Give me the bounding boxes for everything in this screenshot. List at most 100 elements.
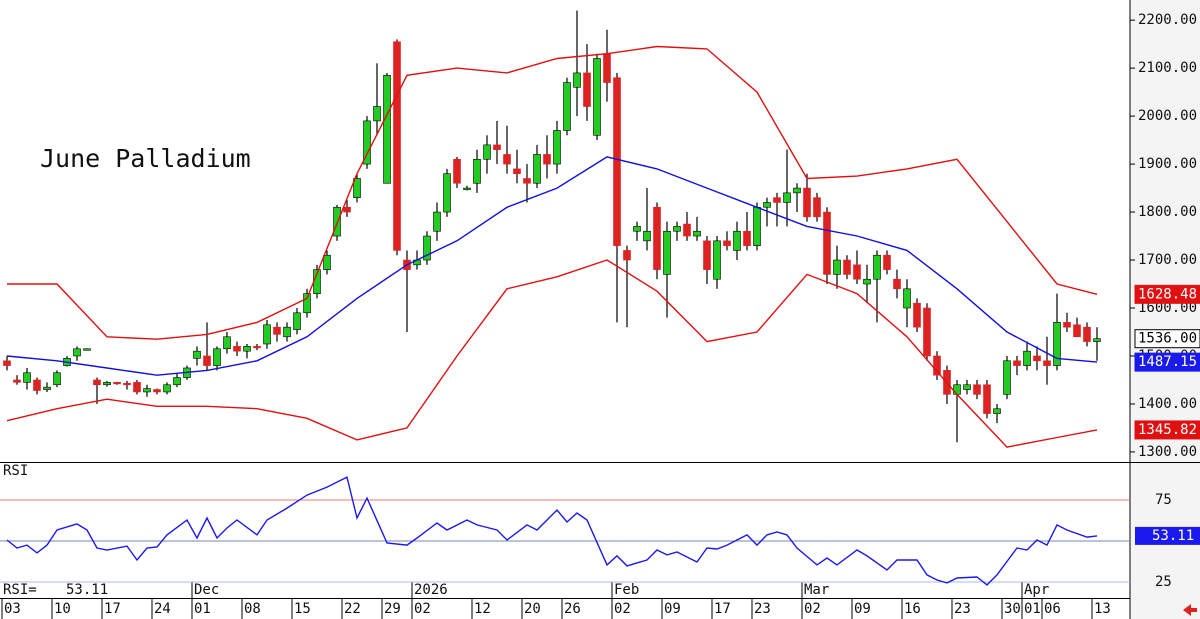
candle-body xyxy=(303,293,311,314)
candle-body xyxy=(623,250,631,261)
axis-panel xyxy=(1130,0,1200,619)
candle-body xyxy=(903,288,911,309)
x-tick-label: 29 xyxy=(384,601,401,617)
x-tick-label: 06 xyxy=(1044,601,1061,617)
candle-body xyxy=(753,206,761,246)
candle-body xyxy=(783,192,791,203)
candle-body xyxy=(953,384,961,395)
candle-body xyxy=(33,379,41,391)
candle-body xyxy=(223,336,231,350)
candle-body xyxy=(1043,360,1051,366)
scroll-arrow[interactable] xyxy=(1183,604,1197,616)
band-line xyxy=(6,259,1098,448)
candle-body xyxy=(963,384,971,390)
candle-body xyxy=(513,168,521,174)
y-tick-label: 1300.00 xyxy=(1138,444,1197,460)
candle-body xyxy=(573,72,581,88)
candle-body xyxy=(603,53,611,83)
candle-body xyxy=(853,264,861,280)
candle-body xyxy=(913,302,921,328)
candle-body xyxy=(473,158,481,184)
rsi-value-label: 53.11 xyxy=(1152,528,1194,544)
candle-body xyxy=(923,307,931,357)
x-tick-label: 09 xyxy=(664,601,681,617)
month-label: Apr xyxy=(1024,582,1049,598)
candle-body xyxy=(293,312,301,330)
candle-body xyxy=(333,206,341,237)
candle-body xyxy=(13,379,21,383)
candle-body xyxy=(633,226,641,232)
candle-body xyxy=(243,346,251,352)
rsi-tick-label: 75 xyxy=(1155,492,1172,508)
candle-body xyxy=(773,197,781,203)
candle-body xyxy=(893,278,901,290)
candle-body xyxy=(683,223,691,237)
candle-body xyxy=(803,187,811,218)
candle-body xyxy=(193,350,201,359)
candle-body xyxy=(253,346,261,349)
x-tick-label: 03 xyxy=(4,601,21,617)
candle-body xyxy=(113,382,121,385)
candle-body xyxy=(1093,338,1101,342)
rsi-readout-value: 53.11 xyxy=(66,582,108,598)
candle-body xyxy=(643,230,651,242)
y-tick-label: 1600.00 xyxy=(1138,300,1197,316)
candle-body xyxy=(393,41,401,251)
rsi-tick-label: 25 xyxy=(1155,574,1172,590)
candle-body xyxy=(843,259,851,275)
x-tick-label: 16 xyxy=(904,601,921,617)
candle-body xyxy=(813,197,821,218)
candle-body xyxy=(543,154,551,165)
rsi-label: RSI xyxy=(3,463,28,479)
candle-body xyxy=(453,158,461,184)
candle-body xyxy=(883,254,891,270)
price-label-box xyxy=(1134,329,1200,349)
x-tick-label: 12 xyxy=(474,601,491,617)
candle-body xyxy=(123,383,131,386)
candle-body xyxy=(433,211,441,232)
y-tick-label: 2200.00 xyxy=(1138,12,1197,28)
candle-body xyxy=(863,278,871,285)
candle-body xyxy=(563,82,571,131)
price-label-box xyxy=(1134,284,1200,304)
candle-body xyxy=(263,324,271,345)
candle-body xyxy=(933,355,941,376)
candle-body xyxy=(663,230,671,275)
candle-body xyxy=(463,187,471,190)
candle-body xyxy=(103,382,111,386)
x-tick-label: 08 xyxy=(244,601,261,617)
candle-body xyxy=(763,202,771,208)
candle-body xyxy=(873,254,881,280)
candle-body xyxy=(53,372,61,386)
y-tick-label: 1900.00 xyxy=(1138,156,1197,172)
x-tick-label: 24 xyxy=(154,601,171,617)
x-tick-label: 17 xyxy=(104,601,121,617)
month-label: 2026 xyxy=(414,582,448,598)
candle-body xyxy=(153,389,161,393)
candle-body xyxy=(1013,360,1021,366)
x-tick-label: 02 xyxy=(414,601,431,617)
candle-body xyxy=(1023,350,1031,366)
candle-body xyxy=(203,355,211,366)
candle-body xyxy=(653,206,661,270)
candle-body xyxy=(373,106,381,122)
y-tick-label: 1400.00 xyxy=(1138,396,1197,412)
candle-body xyxy=(43,386,51,390)
candle-body xyxy=(213,348,221,366)
candle-body xyxy=(1083,326,1091,342)
y-tick-label: 1700.00 xyxy=(1138,252,1197,268)
candle-body xyxy=(743,230,751,246)
candle-body xyxy=(73,348,81,357)
y-tick-label: 1800.00 xyxy=(1138,204,1197,220)
band-line xyxy=(6,156,1098,376)
x-tick-label: 17 xyxy=(714,601,731,617)
candle-body xyxy=(553,130,561,165)
candle-body xyxy=(593,58,601,136)
candle-body xyxy=(973,384,981,395)
candle-body xyxy=(273,326,281,335)
month-label: Mar xyxy=(804,582,829,598)
candle-body xyxy=(583,72,591,107)
candle-body xyxy=(503,154,511,165)
